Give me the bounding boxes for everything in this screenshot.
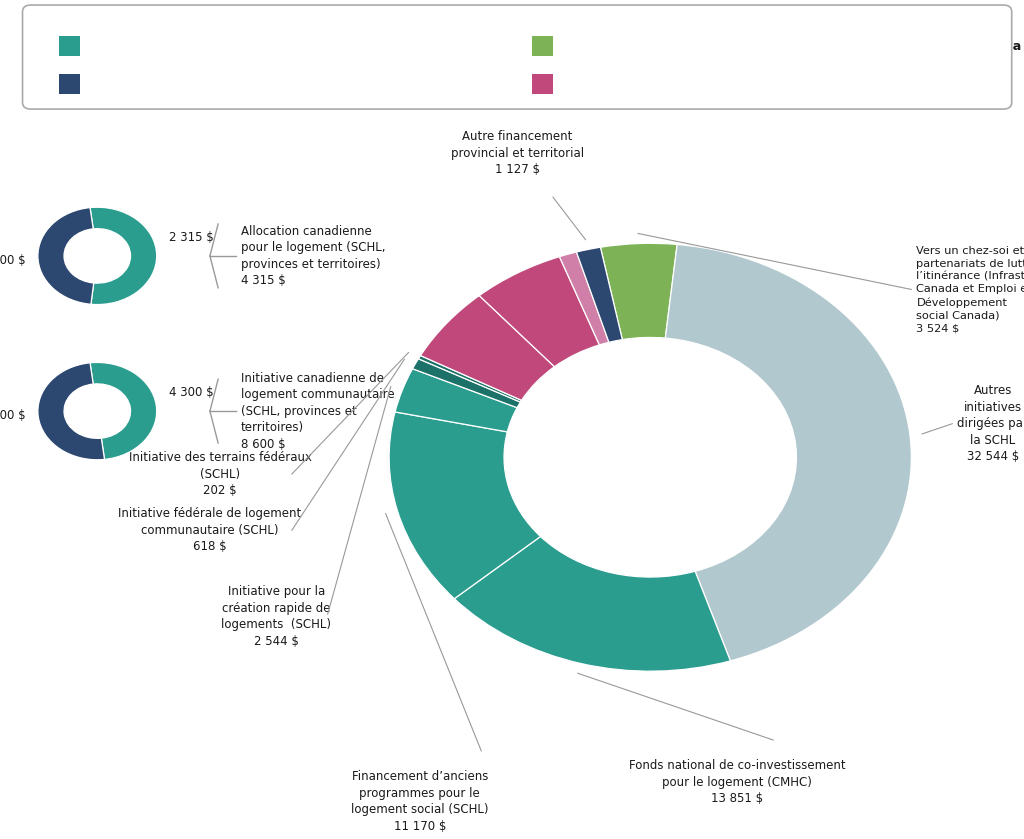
Text: Infrastructure Canada et Emploi et Développement social Canada: Infrastructure Canada et Emploi et Dével… [561,39,1021,53]
Wedge shape [395,369,517,432]
Text: Allocation canadienne
pour le logement (SCHL,
provinces et territoires)
4 315 $: Allocation canadienne pour le logement (… [241,225,385,287]
Text: 4 300 $: 4 300 $ [169,386,214,399]
Wedge shape [90,207,157,305]
Wedge shape [455,536,730,671]
Wedge shape [600,243,677,340]
FancyBboxPatch shape [23,5,1012,109]
Wedge shape [413,359,520,408]
Text: Financement fédéral, provincial et territorial: Financement fédéral, provincial et terri… [561,77,876,91]
Text: Fonds national de co-investissement
pour le logement (CMHC)
13 851 $: Fonds national de co-investissement pour… [629,759,846,805]
FancyBboxPatch shape [59,74,80,94]
Text: Vers un chez-soi et Stratégie des
partenariats de lutte contre
l’itinérance (Inf: Vers un chez-soi et Stratégie des parten… [916,246,1024,333]
Text: Initiative fédérale de logement
communautaire (SCHL)
618 $: Initiative fédérale de logement communau… [119,508,301,553]
Text: 2 315 $: 2 315 $ [169,231,214,244]
Wedge shape [666,244,911,661]
Text: Initiative canadienne de
logement communautaire
(SCHL, provinces et
territoires): Initiative canadienne de logement commun… [241,372,394,451]
FancyBboxPatch shape [532,36,553,56]
Text: Autres
initiatives
dirigées par
la SCHL
32 544 $: Autres initiatives dirigées par la SCHL … [957,384,1024,463]
Text: Initiative des terrains fédéraux
(SCHL)
202 $: Initiative des terrains fédéraux (SCHL) … [129,451,311,497]
FancyBboxPatch shape [532,74,553,94]
Wedge shape [389,412,541,599]
Wedge shape [38,207,94,305]
Wedge shape [421,295,554,400]
Wedge shape [559,252,609,345]
Text: Financement d’anciens
programmes pour le
logement social (SCHL)
11 170 $: Financement d’anciens programmes pour le… [351,770,488,832]
Wedge shape [479,257,599,367]
Text: Financement provincial et territorial: Financement provincial et territorial [88,77,343,91]
FancyBboxPatch shape [59,36,80,56]
Wedge shape [577,248,623,342]
Text: 4 300 $: 4 300 $ [0,409,26,422]
Text: Autre financement
provincial et territorial
1 127 $: Autre financement provincial et territor… [451,130,584,176]
Wedge shape [419,356,521,402]
Text: Société canadienne d’hypothèques et de logement (SCHL): Société canadienne d’hypothèques et de l… [88,39,499,53]
Wedge shape [38,362,104,460]
Wedge shape [90,362,157,460]
Text: Initiative pour la
création rapide de
logements  (SCHL)
2 544 $: Initiative pour la création rapide de lo… [221,586,332,648]
Text: 2 000 $: 2 000 $ [0,253,26,267]
